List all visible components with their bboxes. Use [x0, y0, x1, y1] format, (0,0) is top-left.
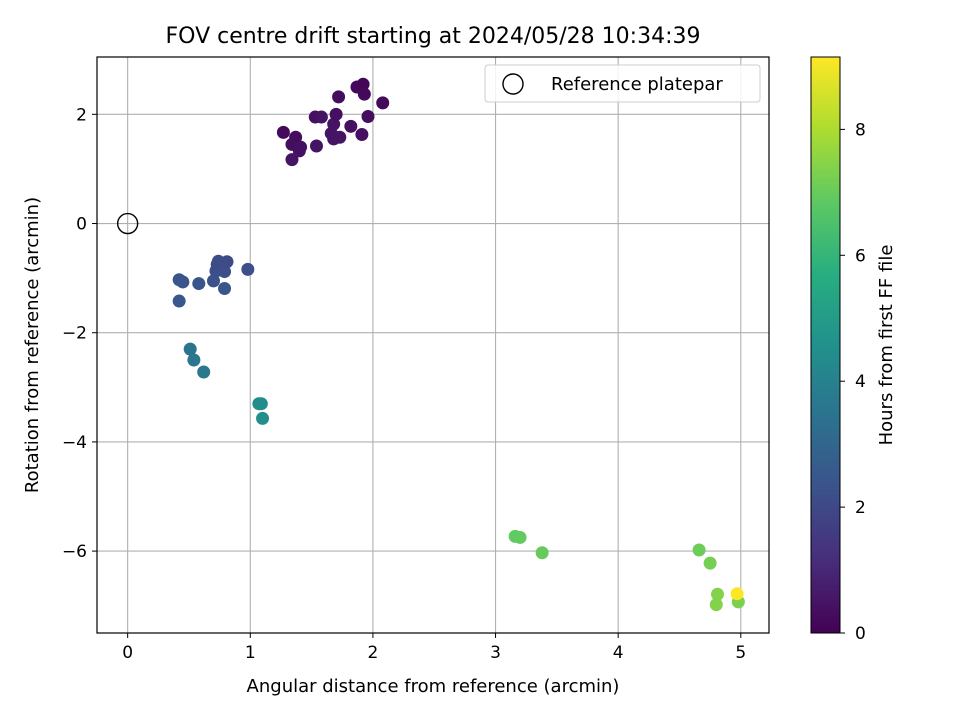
- data-point: [709, 598, 723, 612]
- y-tick-label: 2: [76, 105, 87, 125]
- data-point: [692, 543, 706, 557]
- x-tick-label: 0: [122, 643, 133, 663]
- x-tick-label: 4: [613, 643, 624, 663]
- x-axis-ticks: 0 1 2 3 4 5: [122, 633, 746, 663]
- data-point: [276, 125, 290, 139]
- colorbar-label: Hours from first FF file: [876, 245, 897, 446]
- x-axis-label: Angular distance from reference (arcmin): [247, 676, 620, 697]
- data-point: [289, 130, 303, 144]
- data-point: [356, 77, 370, 91]
- data-point: [310, 139, 324, 153]
- colorbar-ticks: 0 2 4 6 8: [840, 120, 866, 644]
- y-axis-label: Rotation from reference (arcmin): [22, 197, 43, 493]
- x-tick-label: 3: [490, 643, 501, 663]
- x-tick-label: 1: [245, 643, 256, 663]
- data-point: [285, 153, 299, 167]
- data-point: [172, 294, 186, 308]
- data-point: [254, 397, 268, 411]
- data-point: [513, 530, 527, 544]
- colorbar-tick-label: 4: [855, 372, 866, 392]
- data-point: [327, 117, 341, 131]
- data-point: [176, 275, 190, 289]
- data-point: [183, 342, 197, 356]
- data-point: [357, 87, 371, 101]
- data-point: [329, 107, 343, 121]
- reference-platepar-marker: [116, 212, 139, 235]
- data-point: [333, 130, 347, 144]
- data-point: [256, 411, 270, 425]
- data-point: [314, 110, 328, 124]
- colorbar-tick-label: 8: [855, 120, 866, 140]
- reference-layer: [116, 212, 139, 235]
- legend-label: Reference platepar: [551, 74, 723, 95]
- data-point: [376, 96, 390, 110]
- colorbar-tick-label: 6: [855, 246, 866, 266]
- data-point: [535, 546, 549, 560]
- data-point: [332, 90, 346, 104]
- y-axis-ticks: −6 −4 −2 0 2: [62, 105, 97, 562]
- plot-frame: [96, 56, 770, 634]
- y-tick-label: −2: [62, 324, 87, 344]
- y-tick-label: 0: [76, 215, 87, 235]
- legend: Reference platepar: [484, 64, 761, 103]
- data-point: [187, 353, 201, 367]
- x-tick-label: 5: [735, 643, 746, 663]
- grid: [97, 57, 769, 633]
- data-point: [361, 110, 375, 124]
- colorbar: 0 2 4 6 8 Hours from first FF file: [810, 56, 897, 644]
- legend-box: [484, 64, 761, 103]
- data-point: [294, 140, 308, 154]
- data-points: [172, 77, 745, 612]
- data-point: [355, 128, 369, 142]
- data-point: [218, 281, 232, 295]
- legend-marker-circle: [502, 73, 524, 95]
- data-point: [703, 556, 717, 570]
- y-tick-label: −6: [62, 542, 87, 562]
- data-point: [206, 274, 220, 288]
- colorbar-gradient: [810, 56, 841, 634]
- data-point: [218, 265, 232, 279]
- colorbar-tick-label: 2: [855, 498, 866, 518]
- data-point: [220, 255, 234, 269]
- y-tick-label: −4: [62, 433, 87, 453]
- colorbar-tick-label: 0: [855, 624, 866, 644]
- data-point: [241, 262, 255, 276]
- x-tick-label: 2: [367, 643, 378, 663]
- data-point: [344, 119, 358, 133]
- chart-title: FOV centre drift starting at 2024/05/28 …: [166, 24, 701, 49]
- data-point: [710, 587, 724, 601]
- data-point: [730, 587, 744, 601]
- data-point: [197, 365, 211, 379]
- data-point: [192, 277, 206, 291]
